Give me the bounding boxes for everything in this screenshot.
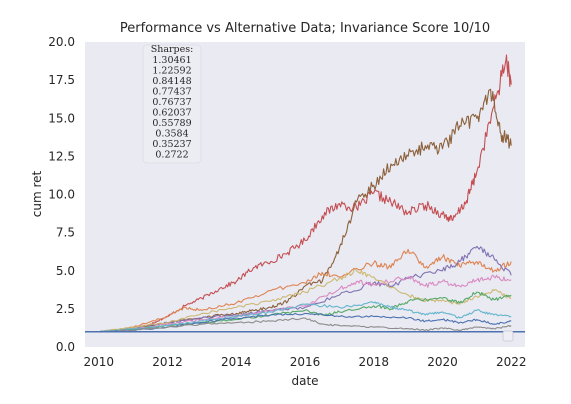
series-line-3 <box>98 248 512 333</box>
series-line-10 <box>98 317 512 333</box>
x-tick-label: 2020 <box>427 355 458 369</box>
y-tick-label: 10.0 <box>48 188 75 202</box>
sharpe-value: 1.22592 <box>152 66 191 77</box>
sharpe-value: 0.2722 <box>155 150 188 161</box>
sharpe-value: 1.30461 <box>152 55 191 66</box>
sharpe-value: 0.3584 <box>155 129 188 140</box>
x-axis-label: date <box>291 374 318 388</box>
sharpe-value: 0.84148 <box>152 76 191 87</box>
x-ticks: 2010 2012 2014 2016 2018 2020 2022 <box>83 355 526 369</box>
sharpe-value: 0.76737 <box>152 97 191 108</box>
sharpe-value: 0.62037 <box>152 108 191 119</box>
y-tick-label: 7.5 <box>56 226 75 240</box>
chart-title: Performance vs Alternative Data; Invaria… <box>120 21 490 36</box>
x-tick-label: 2010 <box>83 355 114 369</box>
series-line-4 <box>98 245 512 333</box>
y-axis-label: cum ret <box>30 170 44 217</box>
x-tick-label: 2014 <box>221 355 252 369</box>
y-tick-label: 12.5 <box>48 149 75 163</box>
y-tick-label: 20.0 <box>48 35 75 49</box>
series-line-5 <box>98 274 512 333</box>
sharpes-box: Sharpes: 1.304611.225920.841480.774370.7… <box>142 44 202 164</box>
y-tick-label: 15.0 <box>48 111 75 125</box>
x-tick-label: 2022 <box>496 355 527 369</box>
y-ticks: 0.0 2.5 5.0 7.5 10.0 12.5 15.0 17.5 20.0 <box>48 35 75 354</box>
x-tick-label: 2016 <box>290 355 321 369</box>
sharpe-value: 0.55789 <box>152 118 191 129</box>
sharpe-value: 0.35237 <box>152 139 191 150</box>
legend <box>502 330 514 342</box>
legend-box <box>502 330 514 342</box>
sharpes-box-background <box>142 44 202 164</box>
sharpes-values: 1.304611.225920.841480.774370.767370.620… <box>152 55 191 161</box>
series-line-8 <box>98 301 512 333</box>
sharpe-value: 0.77437 <box>152 87 191 98</box>
series-line-6 <box>98 268 512 333</box>
y-tick-label: 5.0 <box>56 264 75 278</box>
x-tick-label: 2012 <box>152 355 183 369</box>
y-tick-label: 2.5 <box>56 302 75 316</box>
y-tick-label: 17.5 <box>48 73 75 87</box>
y-tick-label: 0.0 <box>56 340 75 354</box>
x-tick-label: 2018 <box>358 355 389 369</box>
sharpes-title: Sharpes: <box>151 44 194 55</box>
series-layer <box>98 54 512 333</box>
